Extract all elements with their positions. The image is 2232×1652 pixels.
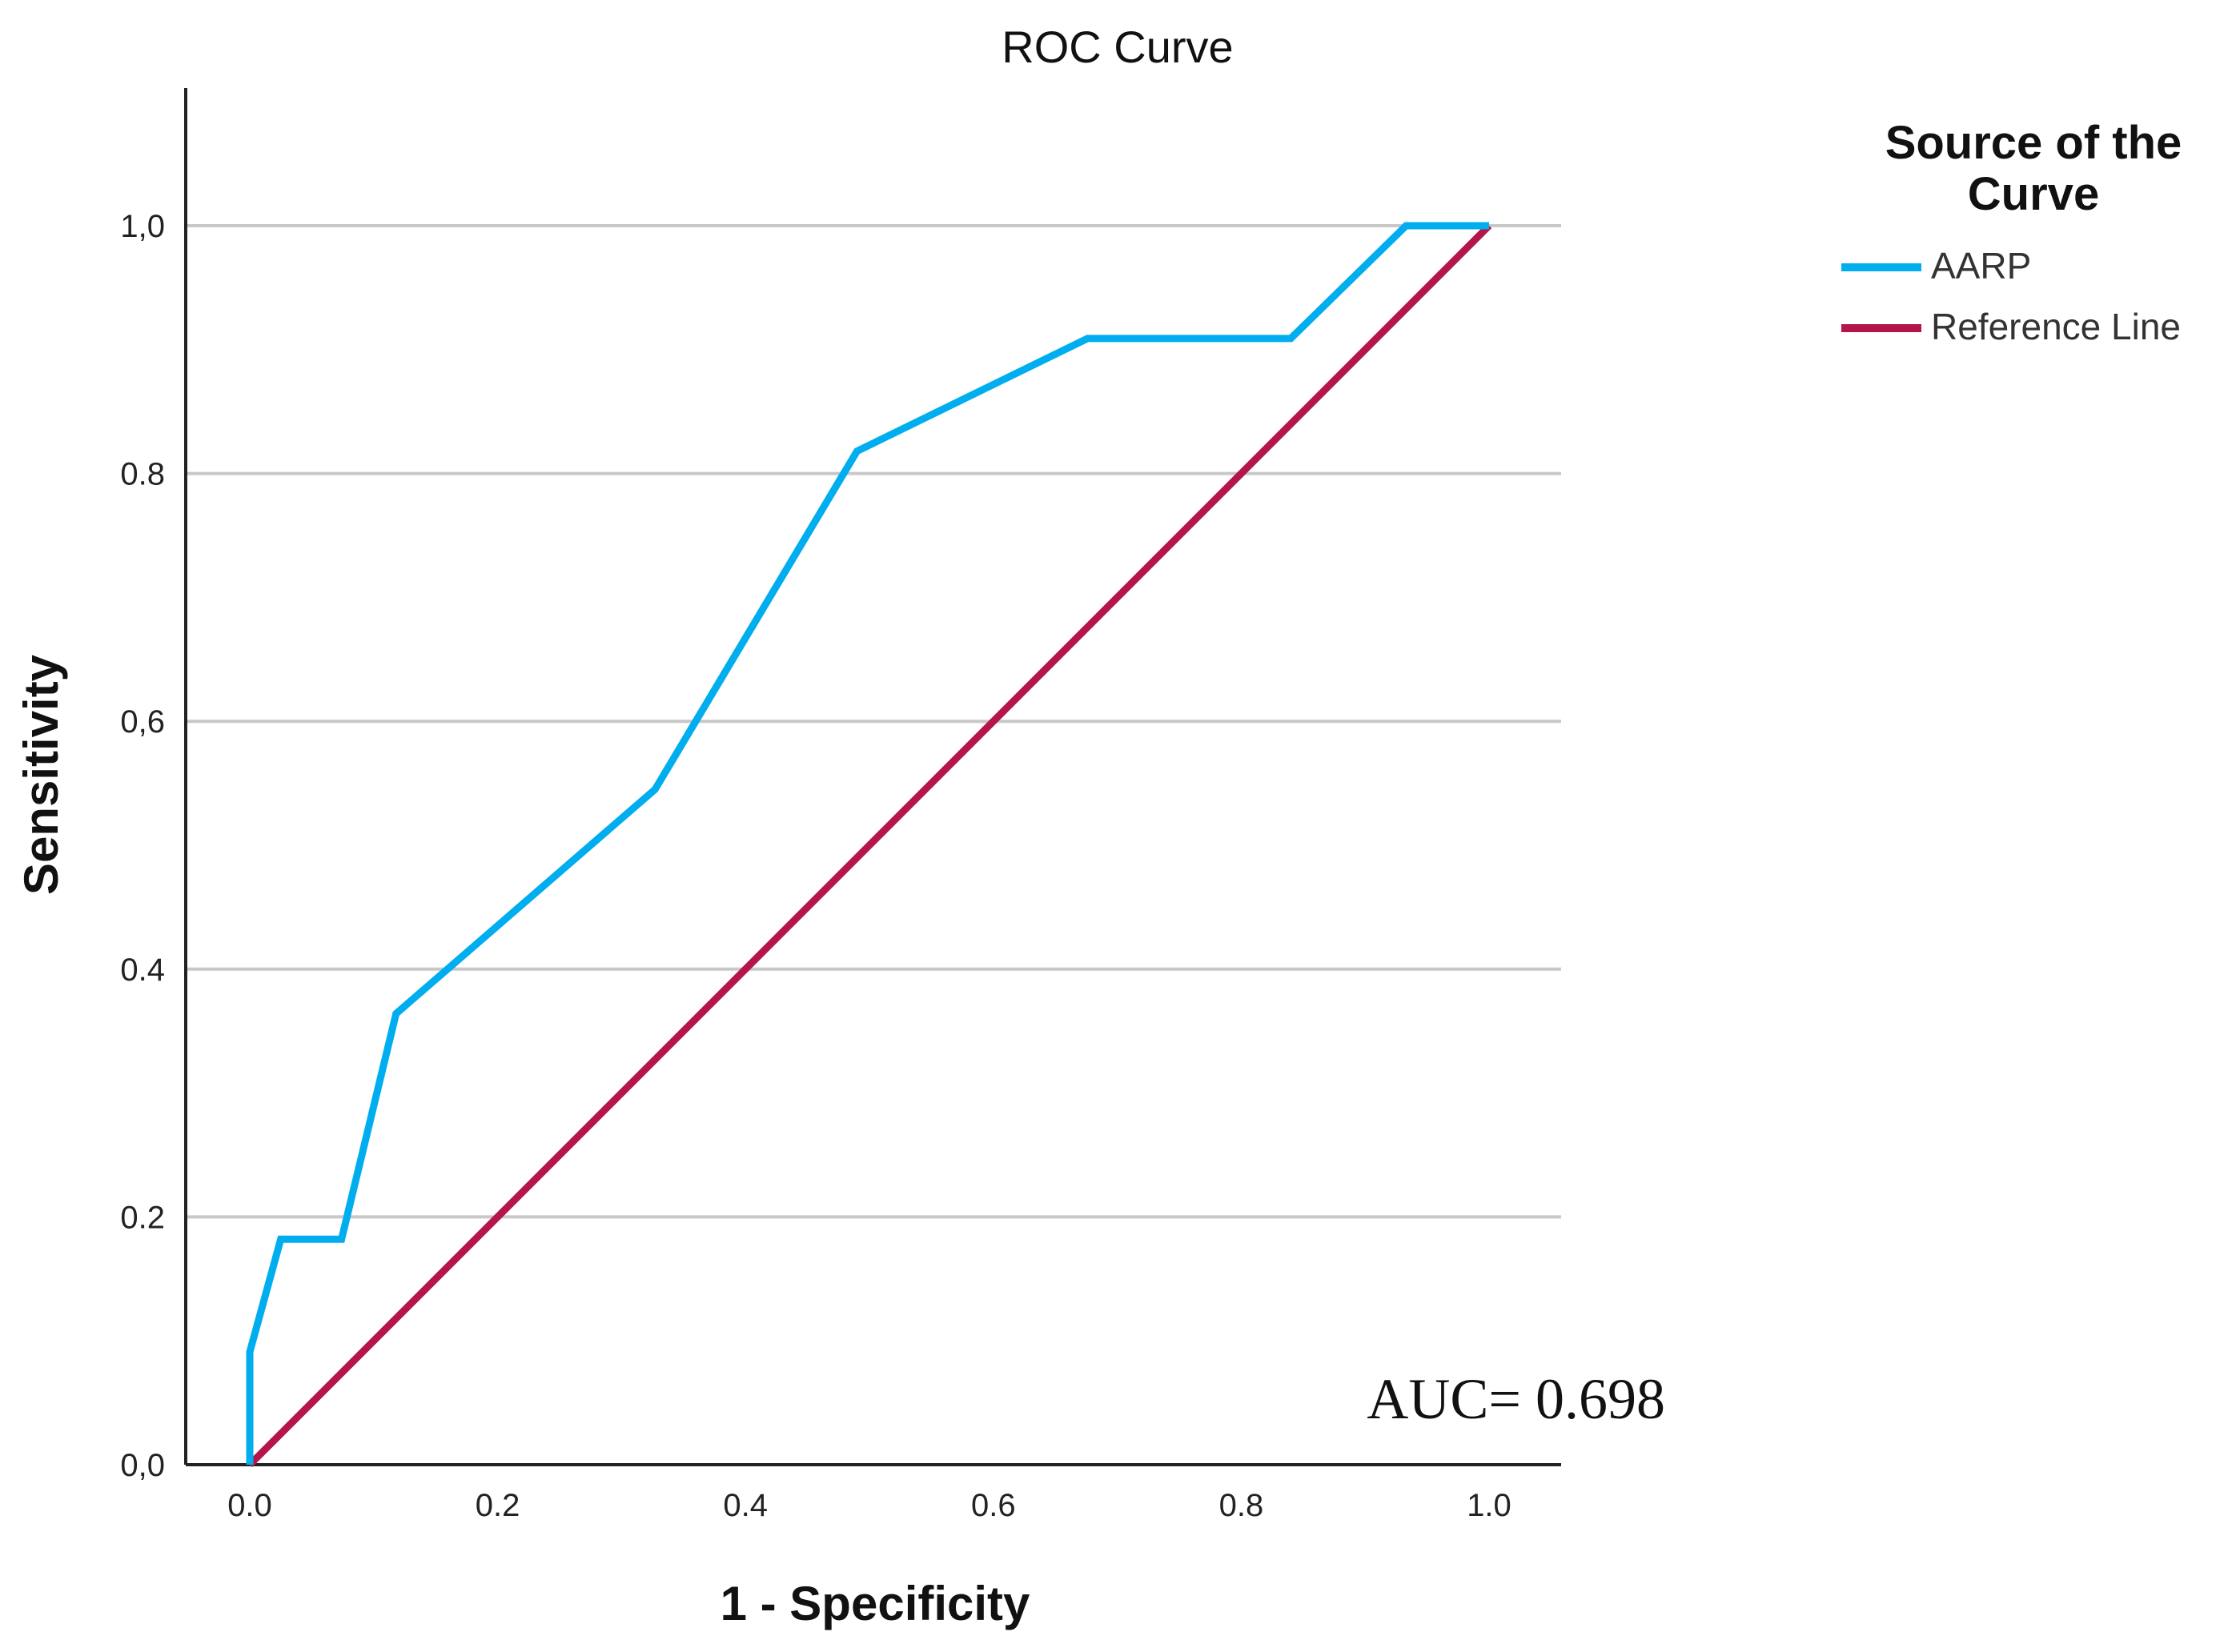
legend-title-line-2: Curve xyxy=(1968,168,2099,220)
y-tick-label-2: 0.4 xyxy=(120,952,165,988)
x-tick-label-0: 0.0 xyxy=(227,1488,272,1523)
tick-labels: 0,0 0.2 0.4 0,6 0.8 1,0 0.0 0.2 0.4 0.6 0.8 1.0 xyxy=(120,209,1511,1523)
y-tick-label-0: 0,0 xyxy=(120,1448,165,1483)
legend-title-line-1: Source of the xyxy=(1885,117,2182,169)
auc-annotation: AUC= 0.698 xyxy=(1367,1367,1665,1431)
axes xyxy=(184,88,1561,1466)
legend-label-aarp: AARP xyxy=(1931,245,2031,287)
chart-title: ROC Curve xyxy=(1002,22,1233,72)
series-lines xyxy=(246,222,1492,1468)
x-tick-label-3: 0.6 xyxy=(971,1488,1016,1523)
series-line-reference-line xyxy=(247,223,1492,1468)
y-tick-label-3: 0,6 xyxy=(120,704,165,740)
y-axis-title: Sensitivity xyxy=(14,654,68,895)
y-tick-label-1: 0.2 xyxy=(120,1200,165,1235)
x-tick-label-4: 0.8 xyxy=(1219,1488,1264,1523)
x-tick-label-5: 1.0 xyxy=(1467,1488,1511,1523)
x-axis-title: 1 - Specificity xyxy=(721,1577,1030,1630)
legend-items: AARP Reference Line xyxy=(1841,245,2181,347)
gridlines xyxy=(186,224,1561,1219)
y-tick-label-4: 0.8 xyxy=(120,457,165,492)
x-tick-label-1: 0.2 xyxy=(476,1488,520,1523)
x-tick-label-2: 0.4 xyxy=(723,1488,768,1523)
legend: Source of the Curve AARP Reference Line xyxy=(1841,117,2182,347)
series-line-aarp xyxy=(246,222,1489,1465)
legend-label-reference-line: Reference Line xyxy=(1931,306,2181,347)
y-tick-label-5: 1,0 xyxy=(120,209,165,244)
